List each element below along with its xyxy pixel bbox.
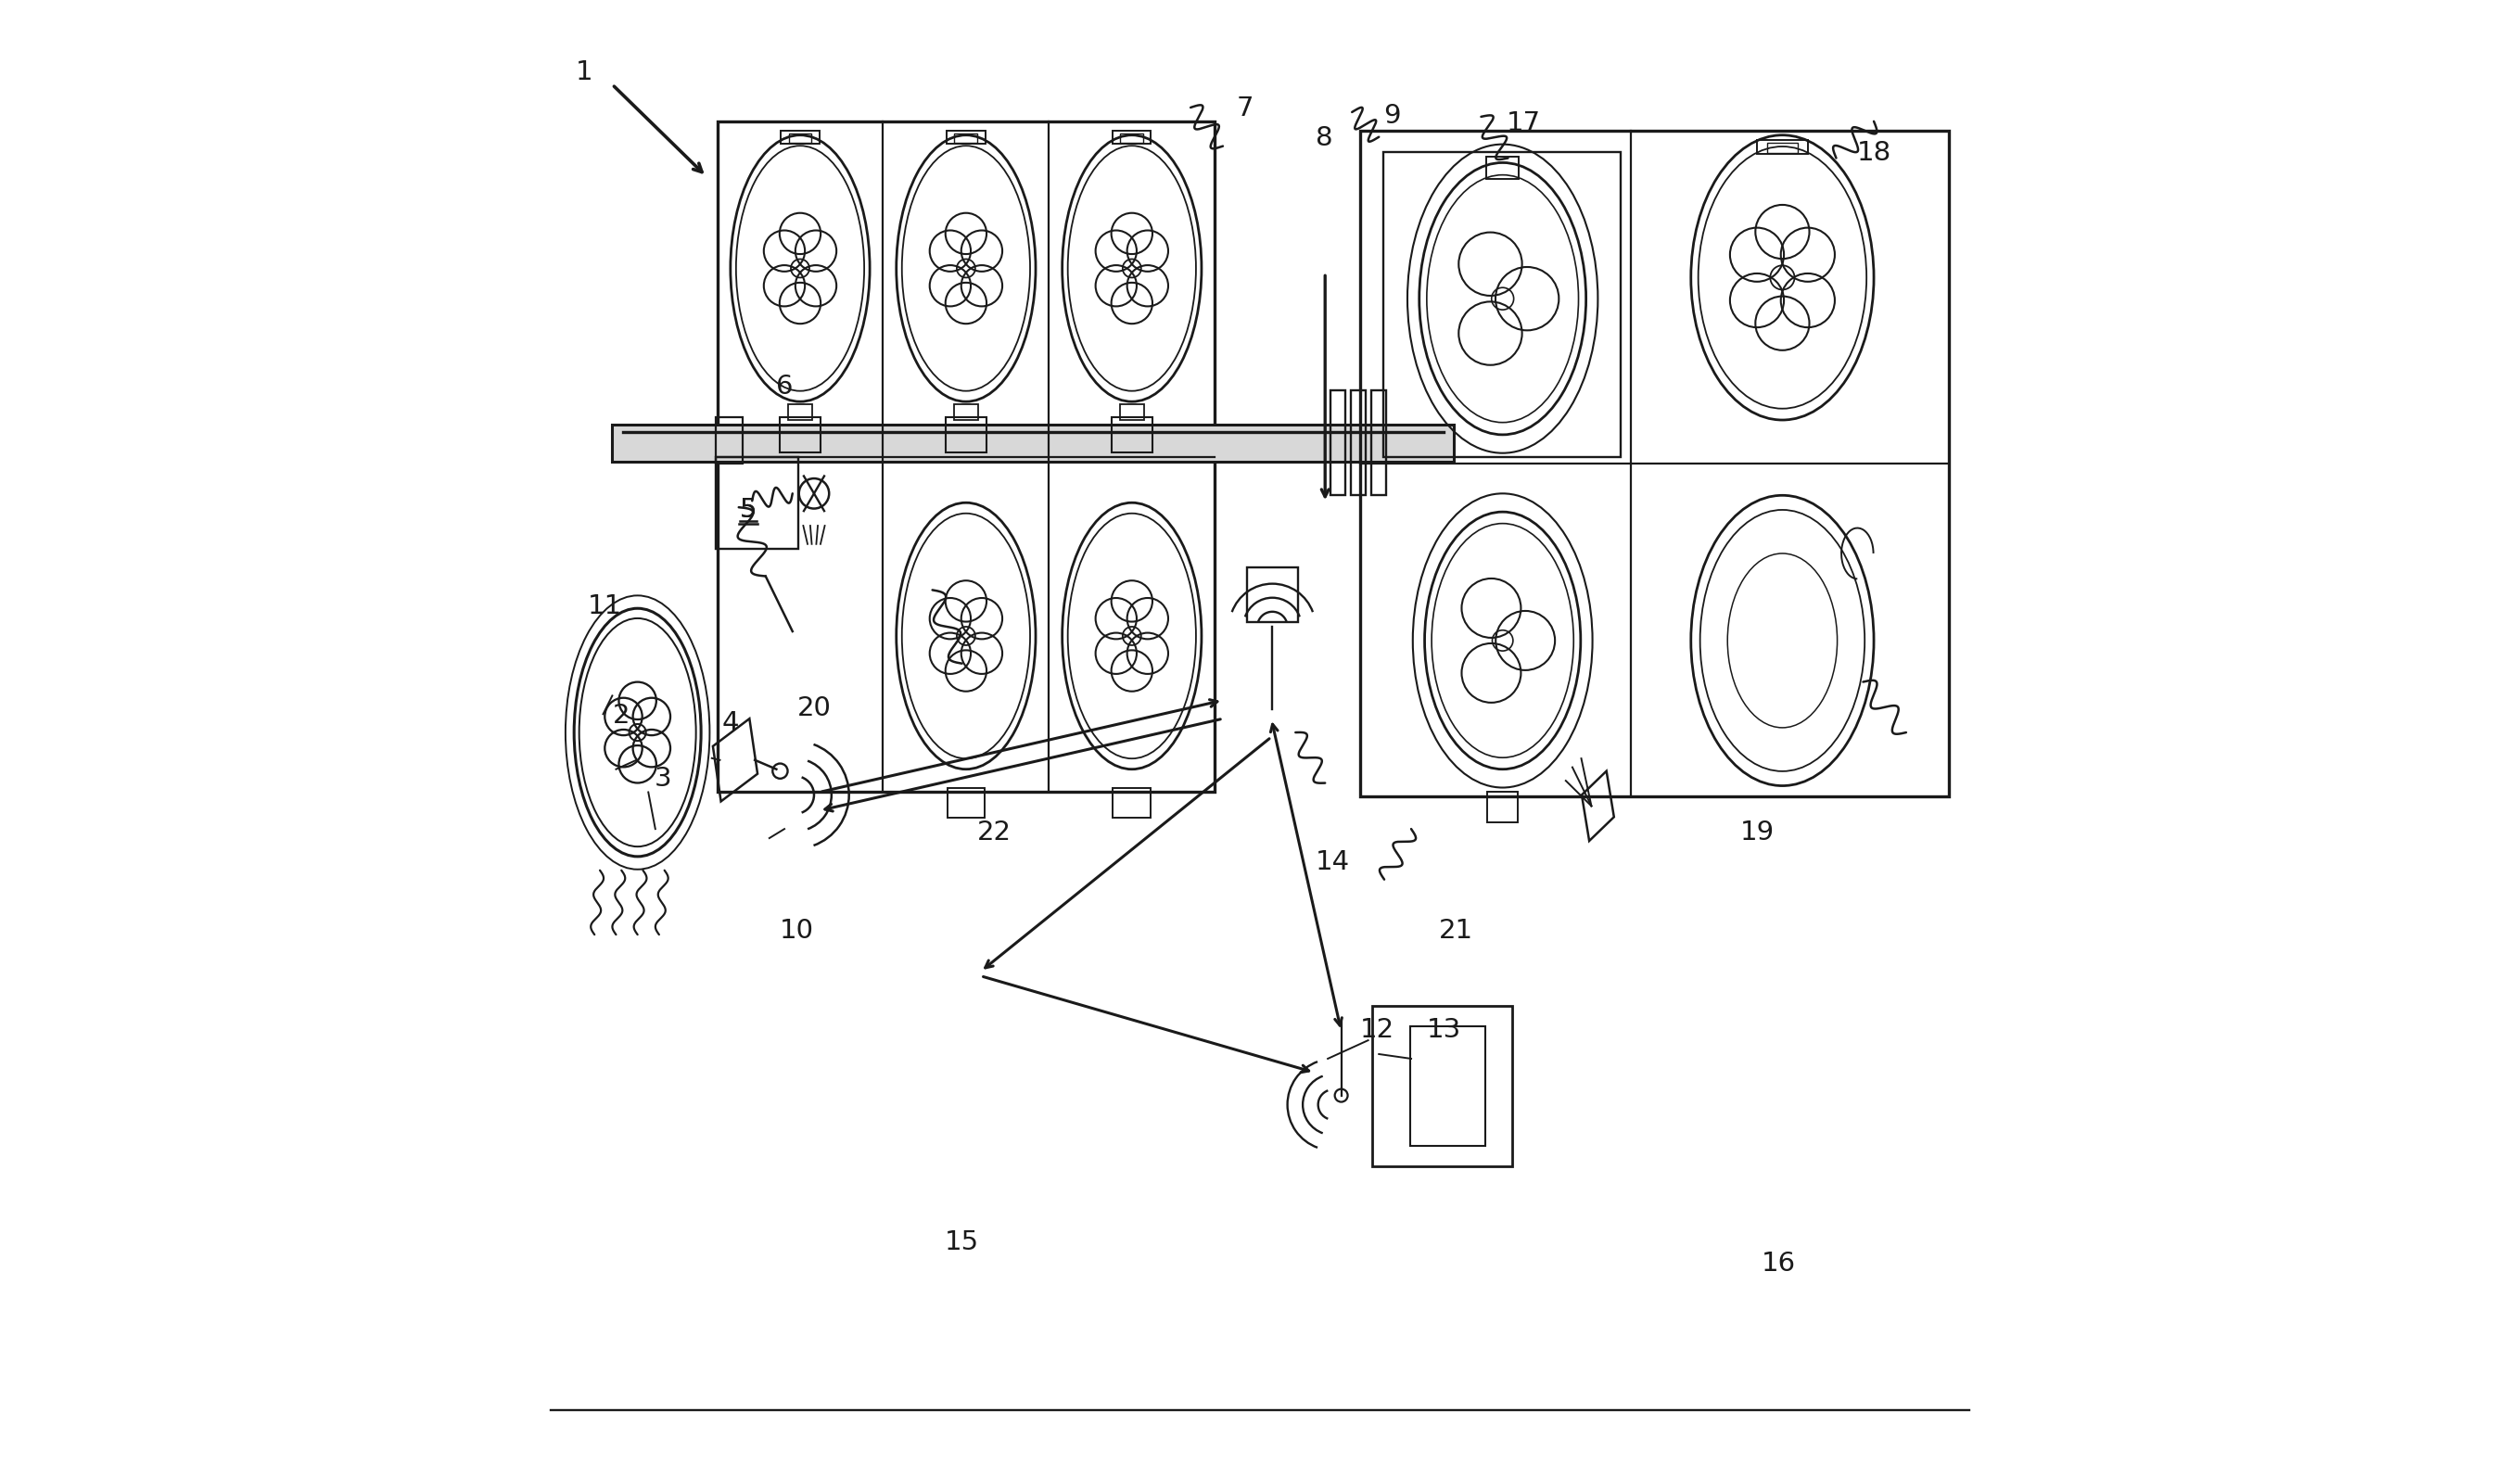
Bar — [781, 130, 819, 145]
Text: 12: 12 — [1361, 1016, 1394, 1043]
Text: 18: 18 — [1857, 140, 1893, 165]
Text: 9: 9 — [1383, 103, 1401, 130]
Text: 22: 22 — [978, 820, 1011, 845]
Text: 8: 8 — [1315, 125, 1333, 150]
Bar — [779, 417, 822, 453]
Bar — [716, 417, 743, 463]
Text: 5: 5 — [738, 497, 756, 524]
Bar — [1756, 140, 1807, 153]
Text: 3: 3 — [655, 766, 673, 792]
Text: 16: 16 — [1761, 1251, 1797, 1277]
Text: 20: 20 — [796, 695, 832, 721]
Bar — [1371, 391, 1386, 496]
Bar — [1114, 788, 1152, 819]
Text: 2: 2 — [612, 702, 630, 729]
Bar — [948, 130, 985, 145]
Bar — [1487, 156, 1520, 178]
Text: 7: 7 — [1237, 96, 1255, 122]
Bar — [1247, 566, 1298, 622]
Text: 13: 13 — [1426, 1016, 1462, 1043]
Bar — [718, 121, 1215, 792]
Text: 15: 15 — [945, 1229, 978, 1255]
Text: 11: 11 — [587, 593, 622, 619]
Bar — [789, 133, 811, 143]
Text: 19: 19 — [1739, 820, 1774, 845]
Bar — [1361, 130, 1948, 797]
Text: 4: 4 — [723, 709, 738, 736]
Text: 14: 14 — [1315, 848, 1351, 875]
Bar — [955, 404, 978, 420]
Bar — [1331, 391, 1346, 496]
Bar — [1351, 391, 1366, 496]
Text: 10: 10 — [779, 917, 814, 944]
Bar — [1411, 1027, 1484, 1146]
Bar — [945, 417, 985, 453]
Bar — [1487, 792, 1517, 823]
Text: 1: 1 — [575, 59, 592, 86]
Bar — [1767, 143, 1797, 152]
Text: 17: 17 — [1507, 111, 1540, 136]
Text: 21: 21 — [1439, 917, 1474, 944]
Bar — [1111, 417, 1152, 453]
Bar — [1121, 133, 1144, 143]
Bar — [716, 457, 799, 549]
Bar — [948, 788, 985, 819]
Bar — [955, 133, 978, 143]
Bar — [612, 425, 1454, 462]
Bar — [789, 404, 811, 420]
Bar — [1373, 1006, 1512, 1167]
Bar — [1119, 404, 1144, 420]
Text: 5: 5 — [738, 497, 756, 524]
Text: 6: 6 — [776, 373, 794, 400]
Bar — [1114, 130, 1152, 145]
Bar — [1383, 152, 1620, 457]
